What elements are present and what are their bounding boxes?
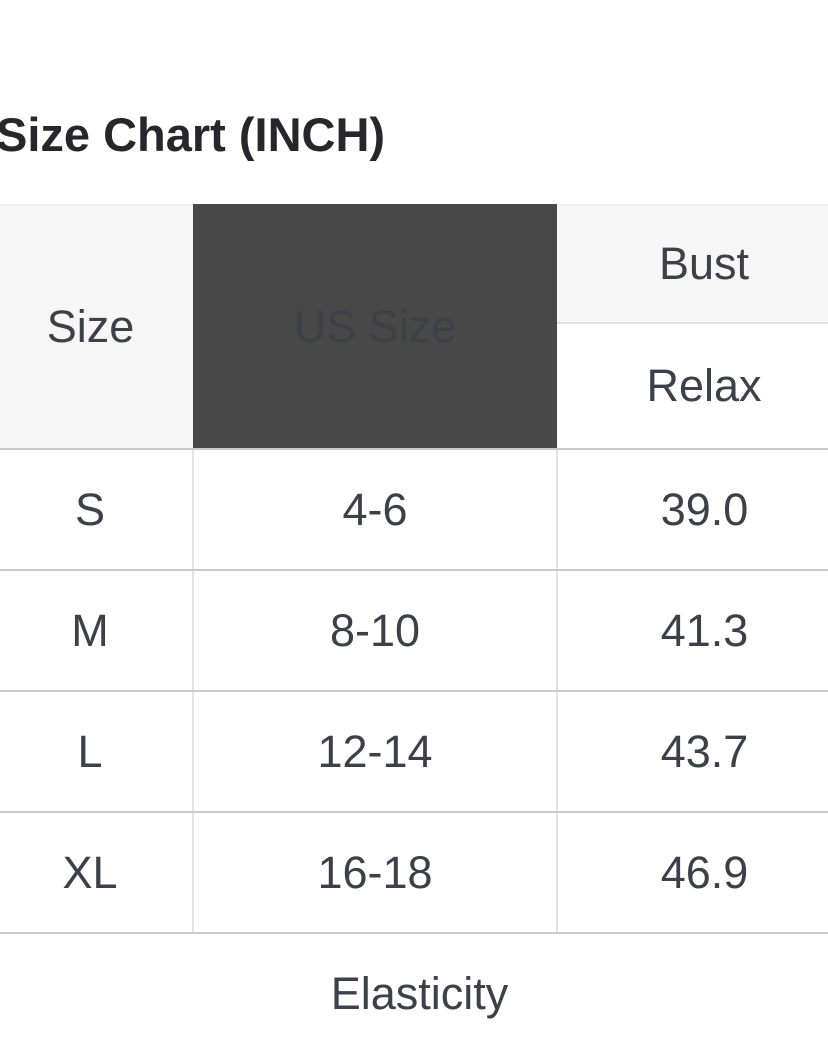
- bust-relax-cell: 39.0: [557, 449, 828, 571]
- size-cell: M: [0, 570, 194, 692]
- us-size-cell: 12-14: [193, 691, 558, 813]
- size-cell: S: [0, 449, 194, 571]
- size-column-header: Size: [0, 204, 193, 450]
- bust-relax-cell: 41.3: [557, 570, 828, 692]
- bust-relax-cell: 43.7: [557, 691, 828, 813]
- table-row-xl: XL 16-18 46.9: [0, 812, 828, 934]
- us-size-cell: 8-10: [193, 570, 558, 692]
- page-title: Size Chart (INCH): [0, 108, 386, 161]
- bust-relax-cell: 46.9: [557, 812, 828, 934]
- us-size-cell: 4-6: [193, 449, 558, 571]
- us-size-column-header: US Size: [193, 204, 557, 450]
- size-chart-table: Size US Size Bust Relax S 4-6 39.0 M 8-1…: [0, 204, 828, 1046]
- table-row-m: M 8-10 41.3: [0, 570, 828, 692]
- relax-subheader: Relax: [557, 323, 828, 450]
- table-row-s: S 4-6 39.0: [0, 449, 828, 571]
- size-cell: L: [0, 691, 194, 813]
- header-row-sub: Relax: [0, 323, 828, 450]
- bust-column-header: Bust: [557, 204, 828, 324]
- elasticity-row: Elasticity: [0, 933, 828, 1046]
- size-cell: XL: [0, 812, 194, 934]
- header-row-top: Size US Size Bust: [0, 204, 828, 450]
- table-row-l: L 12-14 43.7: [0, 691, 828, 813]
- elasticity-cell: Elasticity: [0, 933, 828, 1046]
- us-size-cell: 16-18: [193, 812, 558, 934]
